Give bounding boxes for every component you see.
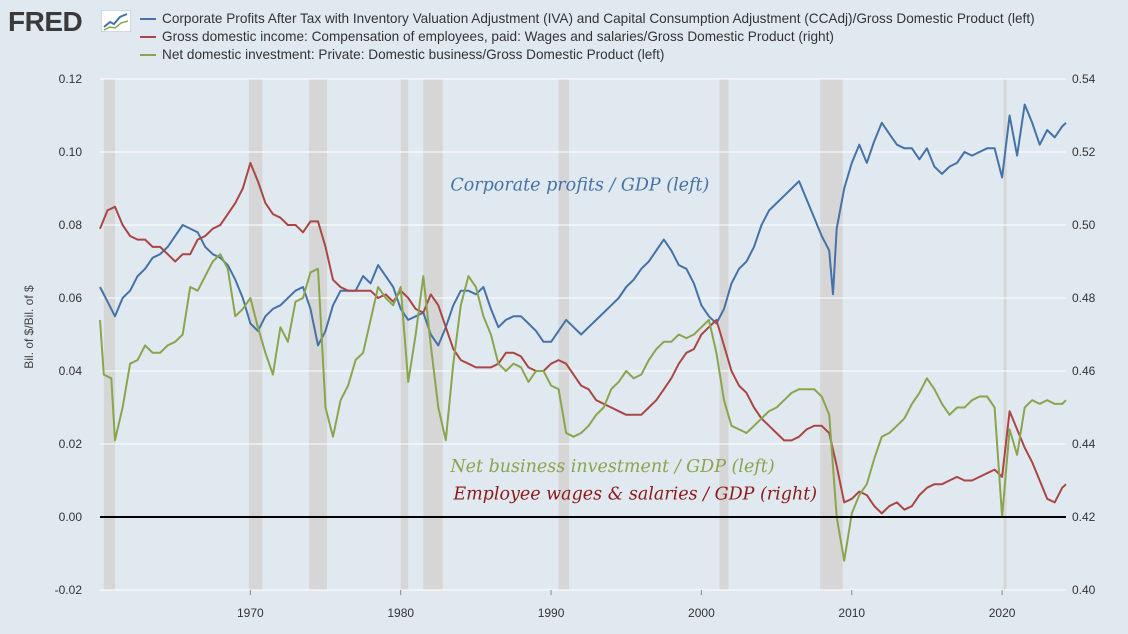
series-lines — [99, 103, 1067, 562]
recession-band — [558, 79, 570, 590]
chart-header: FRED Corporate Profits After Tax with In… — [0, 0, 1128, 70]
y-left-tick-label: 0.06 — [59, 291, 83, 305]
legend-item[interactable]: Corporate Profits After Tax with Invento… — [140, 10, 1035, 28]
x-tick-label: 1970 — [237, 606, 264, 620]
y-left-tick-label: 0.04 — [59, 364, 83, 378]
legend-swatch — [140, 36, 156, 38]
recession-band — [719, 79, 729, 590]
series-line-0 — [99, 103, 1067, 347]
y-right-tick-label: 0.52 — [1072, 145, 1096, 159]
recession-band — [423, 79, 443, 590]
y-right-tick-label: 0.42 — [1072, 510, 1096, 524]
y-left-tick-label: 0.12 — [59, 72, 83, 86]
y-left-tick-label: 0.02 — [59, 437, 83, 451]
y-right-tick-label: 0.48 — [1072, 291, 1096, 305]
y-left-tick-label: 0.10 — [59, 145, 83, 159]
recession-band — [248, 79, 263, 590]
recession-band — [1003, 79, 1007, 590]
legend-label: Corporate Profits After Tax with Invento… — [162, 11, 1035, 26]
x-tick-label: 2000 — [688, 606, 715, 620]
recession-band — [103, 79, 116, 590]
fred-logo[interactable]: FRED — [8, 6, 83, 37]
annotations: Corporate profits / GDP (left) Net busine… — [449, 175, 817, 504]
annotation-label: Corporate profits / GDP (left) — [450, 175, 709, 195]
y-right-tick-label: 0.46 — [1072, 364, 1096, 378]
x-tick-label: 2010 — [838, 606, 865, 620]
y-right-tick-label: 0.44 — [1072, 437, 1096, 451]
legend-item[interactable]: Net domestic investment: Private: Domest… — [140, 46, 1035, 64]
legend-label: Gross domestic income: Compensation of e… — [162, 29, 834, 44]
x-tick-label: 1980 — [387, 606, 414, 620]
chart-legend: Corporate Profits After Tax with Invento… — [140, 10, 1035, 64]
y-axis-title: Bil. of $/Bil. of $ — [22, 285, 36, 369]
y-left-tick-label: -0.02 — [55, 583, 83, 597]
recession-band — [308, 79, 328, 590]
legend-item[interactable]: Gross domestic income: Compensation of e… — [140, 28, 1035, 46]
annotation-label: Employee wages & salaries / GDP (right) — [452, 484, 817, 504]
y-right-tick-label: 0.40 — [1072, 583, 1096, 597]
y-right-tick-label: 0.54 — [1072, 72, 1096, 86]
line-chart-icon — [101, 10, 131, 32]
legend-swatch — [140, 54, 156, 56]
y-left-tick-label: 0.00 — [59, 510, 83, 524]
x-tick-label: 2020 — [989, 606, 1016, 620]
grid-lines — [100, 78, 1066, 591]
legend-swatch — [140, 18, 156, 20]
series-line-1 — [99, 162, 1067, 515]
y-right-tick-label: 0.50 — [1072, 218, 1096, 232]
y-left-tick-label: 0.08 — [59, 218, 83, 232]
series-line-2 — [99, 253, 1067, 562]
legend-label: Net domestic investment: Private: Domest… — [162, 47, 665, 62]
x-tick-label: 1990 — [538, 606, 565, 620]
axis-ticks: -0.02 0.00 0.02 0.04 0.06 0.08 0.10 0.12 0.40 0.4… — [55, 72, 1096, 620]
annotation-label: Net business investment / GDP (left) — [449, 457, 775, 477]
recession-bands — [103, 79, 1007, 590]
recession-band — [820, 79, 843, 590]
